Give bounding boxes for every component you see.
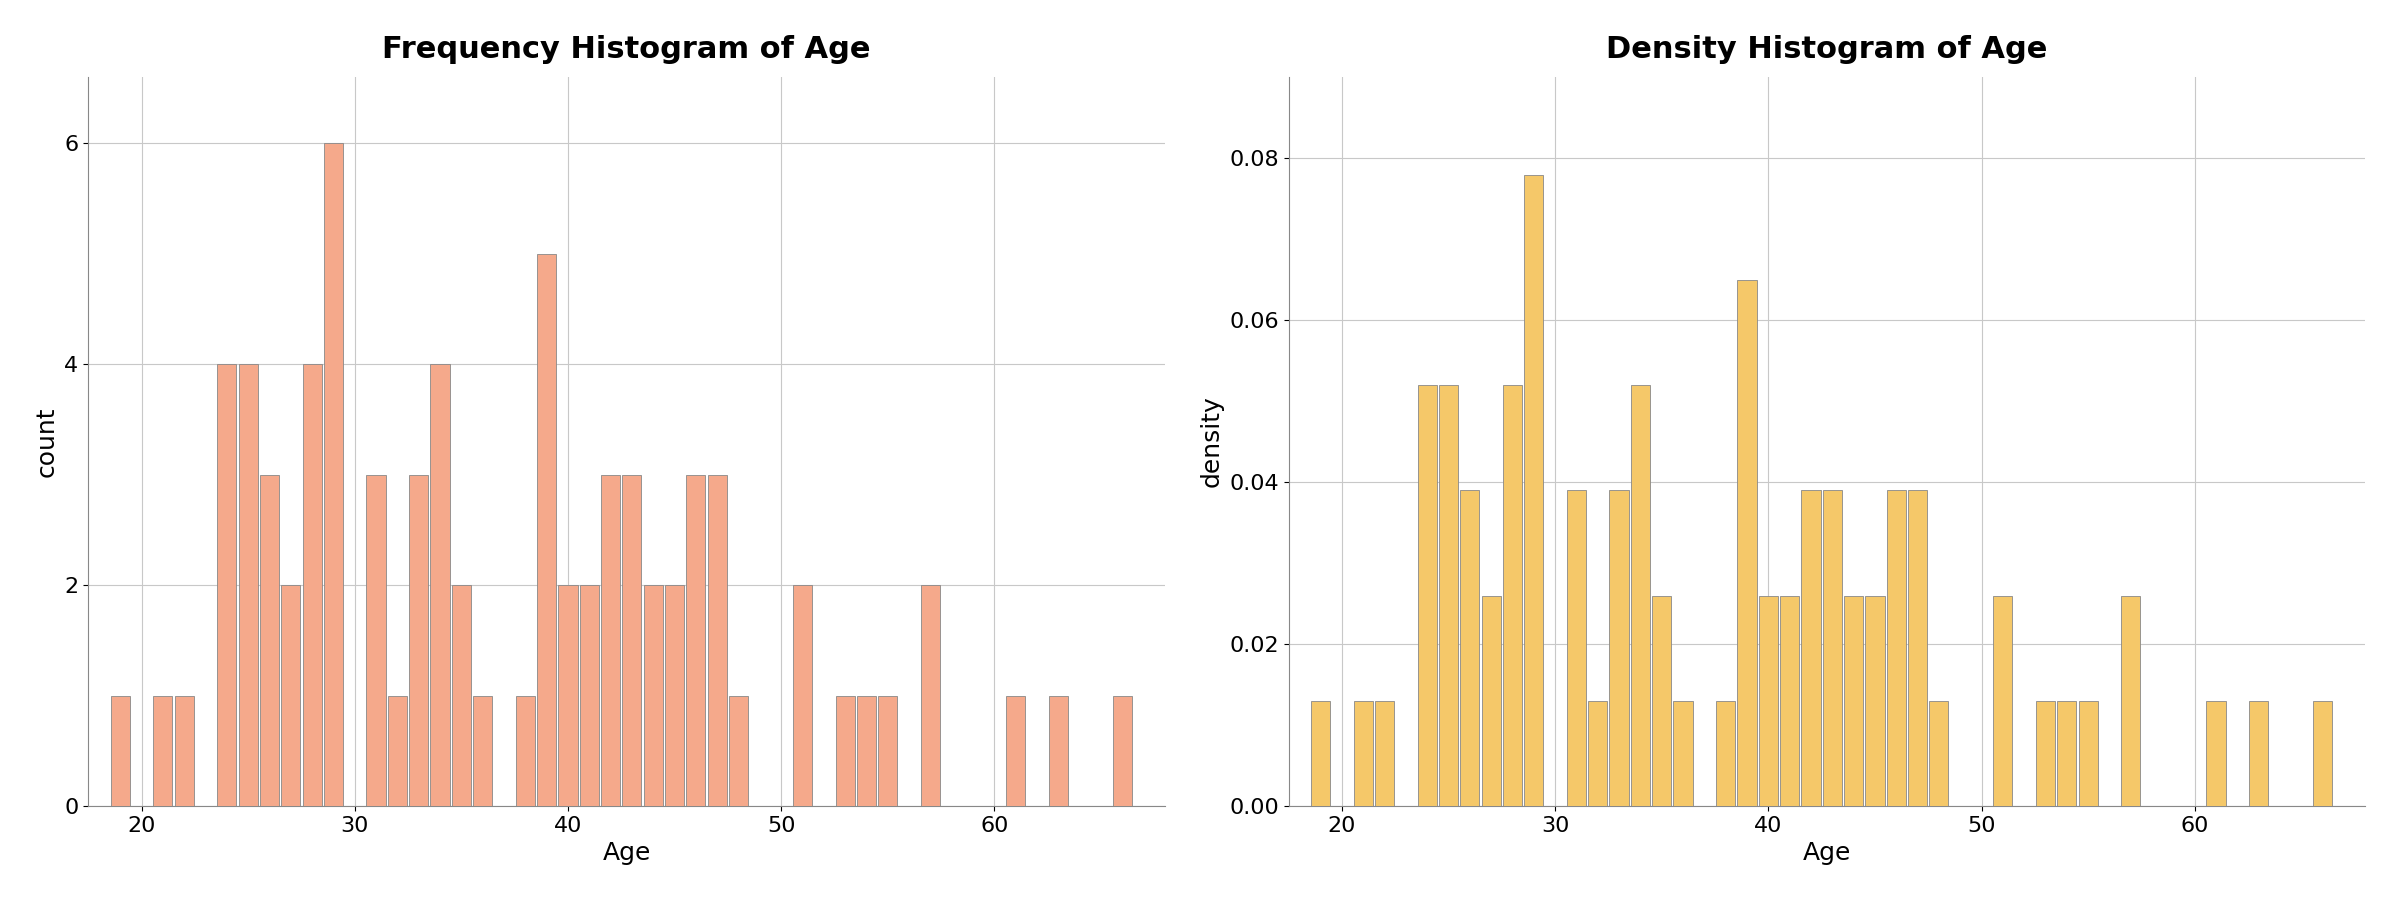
Bar	[281, 585, 300, 806]
Bar	[110, 696, 130, 806]
Bar	[451, 585, 470, 806]
Bar	[835, 696, 854, 806]
Bar	[1006, 696, 1025, 806]
Bar	[1738, 280, 1757, 806]
Bar	[1310, 701, 1330, 806]
Bar	[2035, 701, 2054, 806]
Bar	[538, 254, 557, 806]
Bar	[302, 364, 322, 806]
Bar	[154, 696, 173, 806]
Bar	[1440, 385, 1459, 806]
Bar	[1114, 696, 1133, 806]
Bar	[1459, 491, 1478, 806]
Bar	[1481, 596, 1500, 806]
Bar	[1781, 596, 1800, 806]
Bar	[516, 696, 535, 806]
Bar	[1502, 385, 1522, 806]
Bar	[1759, 596, 1778, 806]
Bar	[1908, 491, 1927, 806]
Bar	[878, 696, 898, 806]
Bar	[1673, 701, 1692, 806]
Bar	[1354, 701, 1373, 806]
Bar	[218, 364, 238, 806]
Title: Frequency Histogram of Age: Frequency Histogram of Age	[382, 35, 871, 64]
Y-axis label: count: count	[34, 406, 58, 477]
Bar	[643, 585, 662, 806]
Bar	[367, 474, 386, 806]
Bar	[730, 696, 749, 806]
Bar	[1049, 696, 1068, 806]
Bar	[922, 585, 941, 806]
Bar	[1589, 701, 1608, 806]
Bar	[1651, 596, 1670, 806]
Bar	[408, 474, 427, 806]
Bar	[2078, 701, 2098, 806]
Bar	[175, 696, 194, 806]
Bar	[665, 585, 684, 806]
Bar	[1610, 491, 1630, 806]
Bar	[2314, 701, 2333, 806]
Bar	[1802, 491, 1822, 806]
Bar	[1716, 701, 1735, 806]
Bar	[792, 585, 811, 806]
Bar	[1418, 385, 1438, 806]
Bar	[2057, 701, 2076, 806]
Bar	[686, 474, 706, 806]
Bar	[1567, 491, 1586, 806]
Bar	[2249, 701, 2268, 806]
X-axis label: Age: Age	[602, 842, 650, 865]
Bar	[1865, 596, 1884, 806]
X-axis label: Age: Age	[1802, 842, 1850, 865]
Bar	[430, 364, 449, 806]
Bar	[473, 696, 492, 806]
Bar	[2206, 701, 2225, 806]
Bar	[600, 474, 619, 806]
Bar	[559, 585, 578, 806]
Bar	[1822, 491, 1841, 806]
Bar	[238, 364, 257, 806]
Bar	[1632, 385, 1651, 806]
Bar	[1930, 701, 1949, 806]
Bar	[581, 585, 600, 806]
Bar	[622, 474, 641, 806]
Y-axis label: density: density	[1200, 396, 1224, 488]
Bar	[708, 474, 727, 806]
Bar	[857, 696, 876, 806]
Bar	[1886, 491, 1906, 806]
Bar	[259, 474, 278, 806]
Bar	[1994, 596, 2014, 806]
Bar	[389, 696, 408, 806]
Bar	[324, 143, 343, 806]
Bar	[1524, 175, 1543, 806]
Bar	[1843, 596, 1862, 806]
Bar	[2122, 596, 2141, 806]
Bar	[1375, 701, 1394, 806]
Title: Density Histogram of Age: Density Histogram of Age	[1606, 35, 2047, 64]
